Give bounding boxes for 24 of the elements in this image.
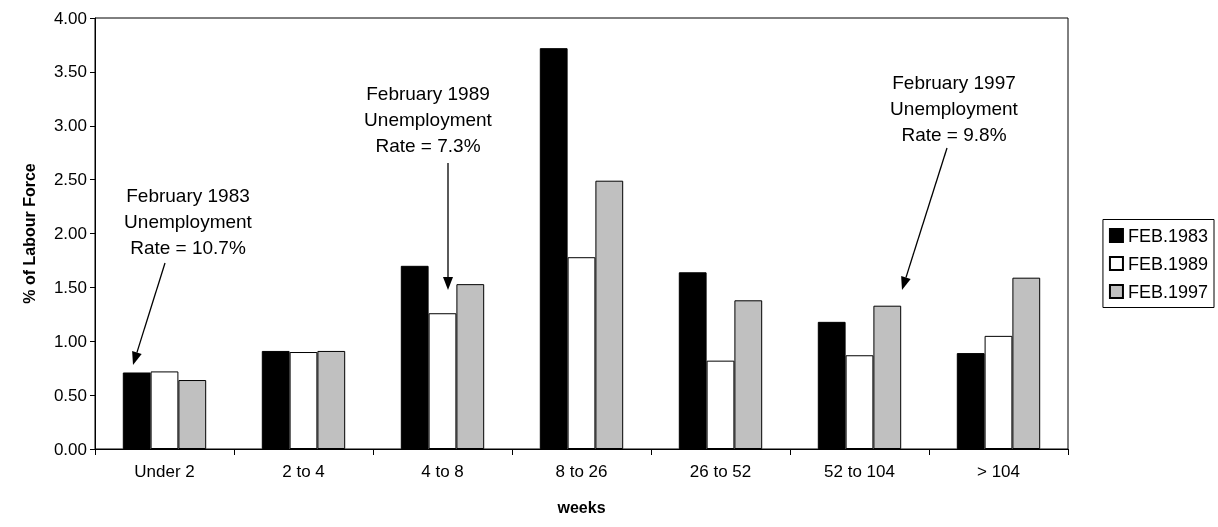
annotation: February 1983 Unemployment Rate = 10.7% <box>124 184 252 260</box>
x-tick-label: 52 to 104 <box>824 462 895 481</box>
y-tick-label: 2.00 <box>53 224 87 243</box>
y-tick-label: 1.50 <box>53 277 87 297</box>
y-axis-title: % of Labour Force <box>20 163 38 304</box>
x-tick-label: 4 to 8 <box>421 462 464 481</box>
y-tick-label: 1.00 <box>53 331 87 351</box>
y-tick-label: 3.00 <box>53 116 87 136</box>
x-tick-label: Under 2 <box>134 462 195 481</box>
x-tick-label: 26 to 52 <box>689 462 752 481</box>
legend-label: FEB.1989 <box>1127 253 1209 274</box>
y-tick-label: 0.50 <box>53 385 87 405</box>
annotation: February 1997 Unemployment Rate = 9.8% <box>890 71 1018 147</box>
y-tick-label: 4.00 <box>53 8 87 28</box>
y-tick-label: 0.00 <box>53 439 87 459</box>
x-tick-label: > 104 <box>976 462 1021 481</box>
y-tick-label: 3.50 <box>53 62 87 82</box>
legend-label: FEB.1997 <box>1127 281 1209 302</box>
x-tick-label: 8 to 26 <box>555 462 608 481</box>
x-axis-title: weeks <box>556 498 606 516</box>
annotation: February 1989 Unemployment Rate = 7.3% <box>364 82 492 158</box>
y-tick-label: 2.50 <box>53 170 87 190</box>
x-tick-label: 2 to 4 <box>282 462 325 481</box>
legend-label: FEB.1983 <box>1127 225 1209 246</box>
